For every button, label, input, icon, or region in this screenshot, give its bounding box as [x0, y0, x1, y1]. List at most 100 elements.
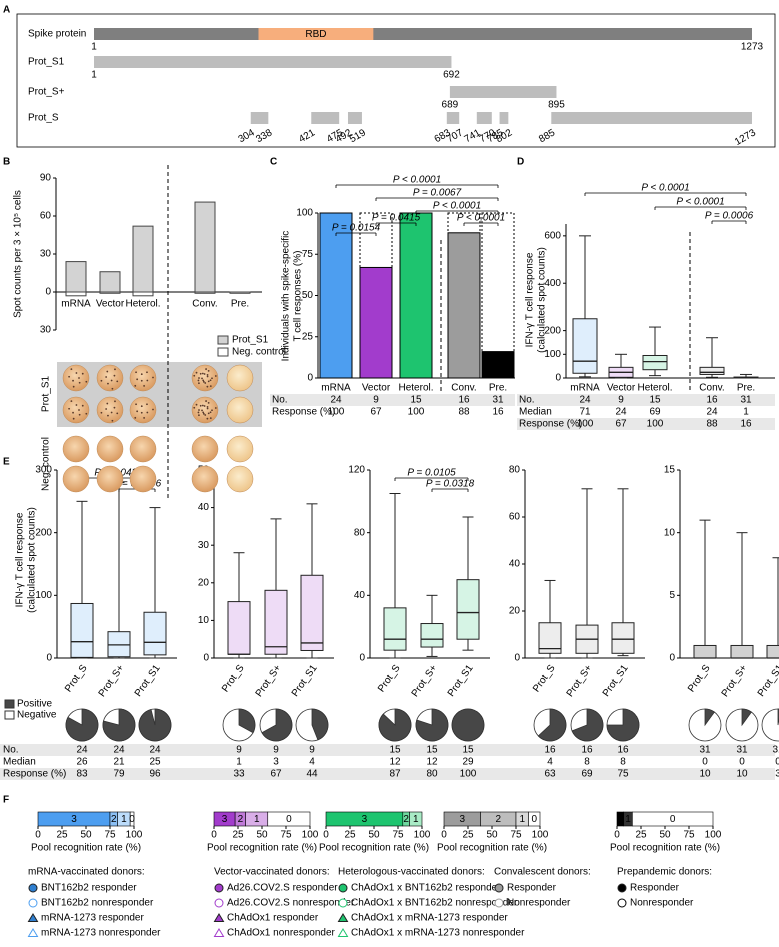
y-axis-label: Spot counts per 3 × 10⁵ cells [13, 190, 24, 318]
panel-label: B [3, 157, 10, 168]
p-value: P = 0.0318 [426, 479, 475, 490]
legend-label: Ad26.COV2.S responder [227, 883, 338, 894]
y-tick-label: 300 [35, 465, 52, 476]
y-tick-label: 25 [302, 331, 314, 342]
segment-label: 1 [519, 814, 525, 825]
x-tick-label: 0 [323, 830, 329, 841]
x-tick-label: 25 [344, 830, 356, 841]
position-label: 895 [548, 100, 565, 111]
x-tick-label: Prot_S1 [133, 663, 163, 699]
table-cell: 63 [544, 769, 556, 780]
spot [134, 384, 137, 387]
well [191, 465, 219, 493]
y-tick-label: 30 [40, 325, 52, 336]
x-tick-label: 0 [441, 830, 447, 841]
well [96, 364, 124, 392]
spot [199, 404, 202, 407]
spot [205, 368, 207, 370]
x-tick-label: 100 [532, 830, 549, 841]
panel-label: A [3, 5, 10, 16]
x-tick-label: 0 [35, 830, 41, 841]
spot [202, 380, 205, 383]
x-tick-label: Prot_S+ [254, 663, 284, 699]
legend-marker [28, 898, 38, 908]
spot [198, 382, 200, 385]
legend-label: ChAdOx1 nonresponder [227, 928, 336, 939]
y-tick-label: 0 [307, 373, 313, 384]
y-tick-label: 30 [198, 540, 210, 551]
y-tick-label: 10 [664, 527, 676, 538]
segment-label: 2 [238, 814, 244, 825]
spot [207, 380, 210, 383]
table-cell: 24 [615, 407, 627, 418]
segment [499, 112, 509, 124]
segment-label: 1 [254, 814, 260, 825]
x-tick-label: Conv. [699, 383, 724, 394]
table-cell: 8 [620, 757, 626, 768]
table-cell: 15 [649, 395, 661, 406]
spot [206, 417, 209, 420]
legend-marker [214, 883, 224, 893]
x-tick-label: Prot_S1 [290, 663, 320, 699]
x-tick-label: 75 [510, 830, 522, 841]
region-label: RBD [305, 29, 326, 40]
spot [206, 406, 209, 408]
spot [72, 417, 75, 420]
pie-slice [102, 708, 136, 742]
y-tick-label: 100 [544, 349, 561, 360]
pie-slice [704, 708, 715, 727]
segment-label: 0 [531, 814, 537, 825]
legend-title: Vector-vaccinated donors: [214, 867, 330, 878]
table-cell: 31 [492, 395, 504, 406]
x-tick-label: 25 [462, 830, 474, 841]
table-cell: 15 [426, 745, 438, 756]
spot [106, 402, 109, 405]
segment-label: 0 [286, 814, 292, 825]
table-cell: 100 [328, 407, 345, 418]
legend-label: Nonresponder [507, 898, 571, 909]
x-tick-label: Prot_S+ [410, 663, 440, 699]
pie-slice [238, 708, 256, 734]
bar [132, 225, 154, 293]
table-band [0, 768, 775, 780]
spot [70, 400, 73, 403]
spot [198, 414, 200, 417]
table-cell: 75 [617, 769, 629, 780]
spot [199, 372, 202, 375]
legend-marker [617, 883, 627, 893]
spot [211, 377, 213, 380]
x-tick-label: Vector [362, 383, 391, 394]
spot [195, 403, 198, 406]
legend-title: Prepandemic donors: [617, 867, 712, 878]
table-cell: 16 [458, 395, 470, 406]
table-band [517, 394, 775, 406]
legend-marker [28, 883, 38, 893]
x-tick-label: Heterol. [637, 383, 672, 394]
table-cell: 100 [460, 769, 477, 780]
spot [206, 407, 209, 410]
bar [194, 291, 216, 294]
y-tick-label: 15 [664, 465, 676, 476]
spot [198, 377, 200, 379]
bar [65, 291, 87, 297]
spot [135, 371, 137, 374]
y-tick-label: 0 [669, 653, 675, 664]
table-cell: 1 [236, 757, 242, 768]
segment-label: 2 [403, 814, 409, 825]
x-tick-label: Prot_S+ [97, 663, 127, 699]
x-tick-label: Prot_S [686, 663, 713, 695]
pie-slice [606, 708, 640, 742]
x-tick-label: Heterol. [398, 383, 433, 394]
p-value: P = 0.0415 [372, 213, 421, 224]
y-tick-label: 60 [40, 211, 52, 222]
table-cell: 9 [309, 745, 315, 756]
legend-marker [214, 898, 224, 908]
y-tick-label: 90 [40, 173, 52, 184]
spot [116, 380, 119, 383]
box [572, 318, 598, 374]
spot [78, 409, 80, 411]
segment [446, 112, 460, 124]
p-value: P < 0.0001 [457, 213, 505, 224]
x-tick-label: 75 [280, 830, 292, 841]
legend-label: Prot_S1 [232, 335, 269, 346]
